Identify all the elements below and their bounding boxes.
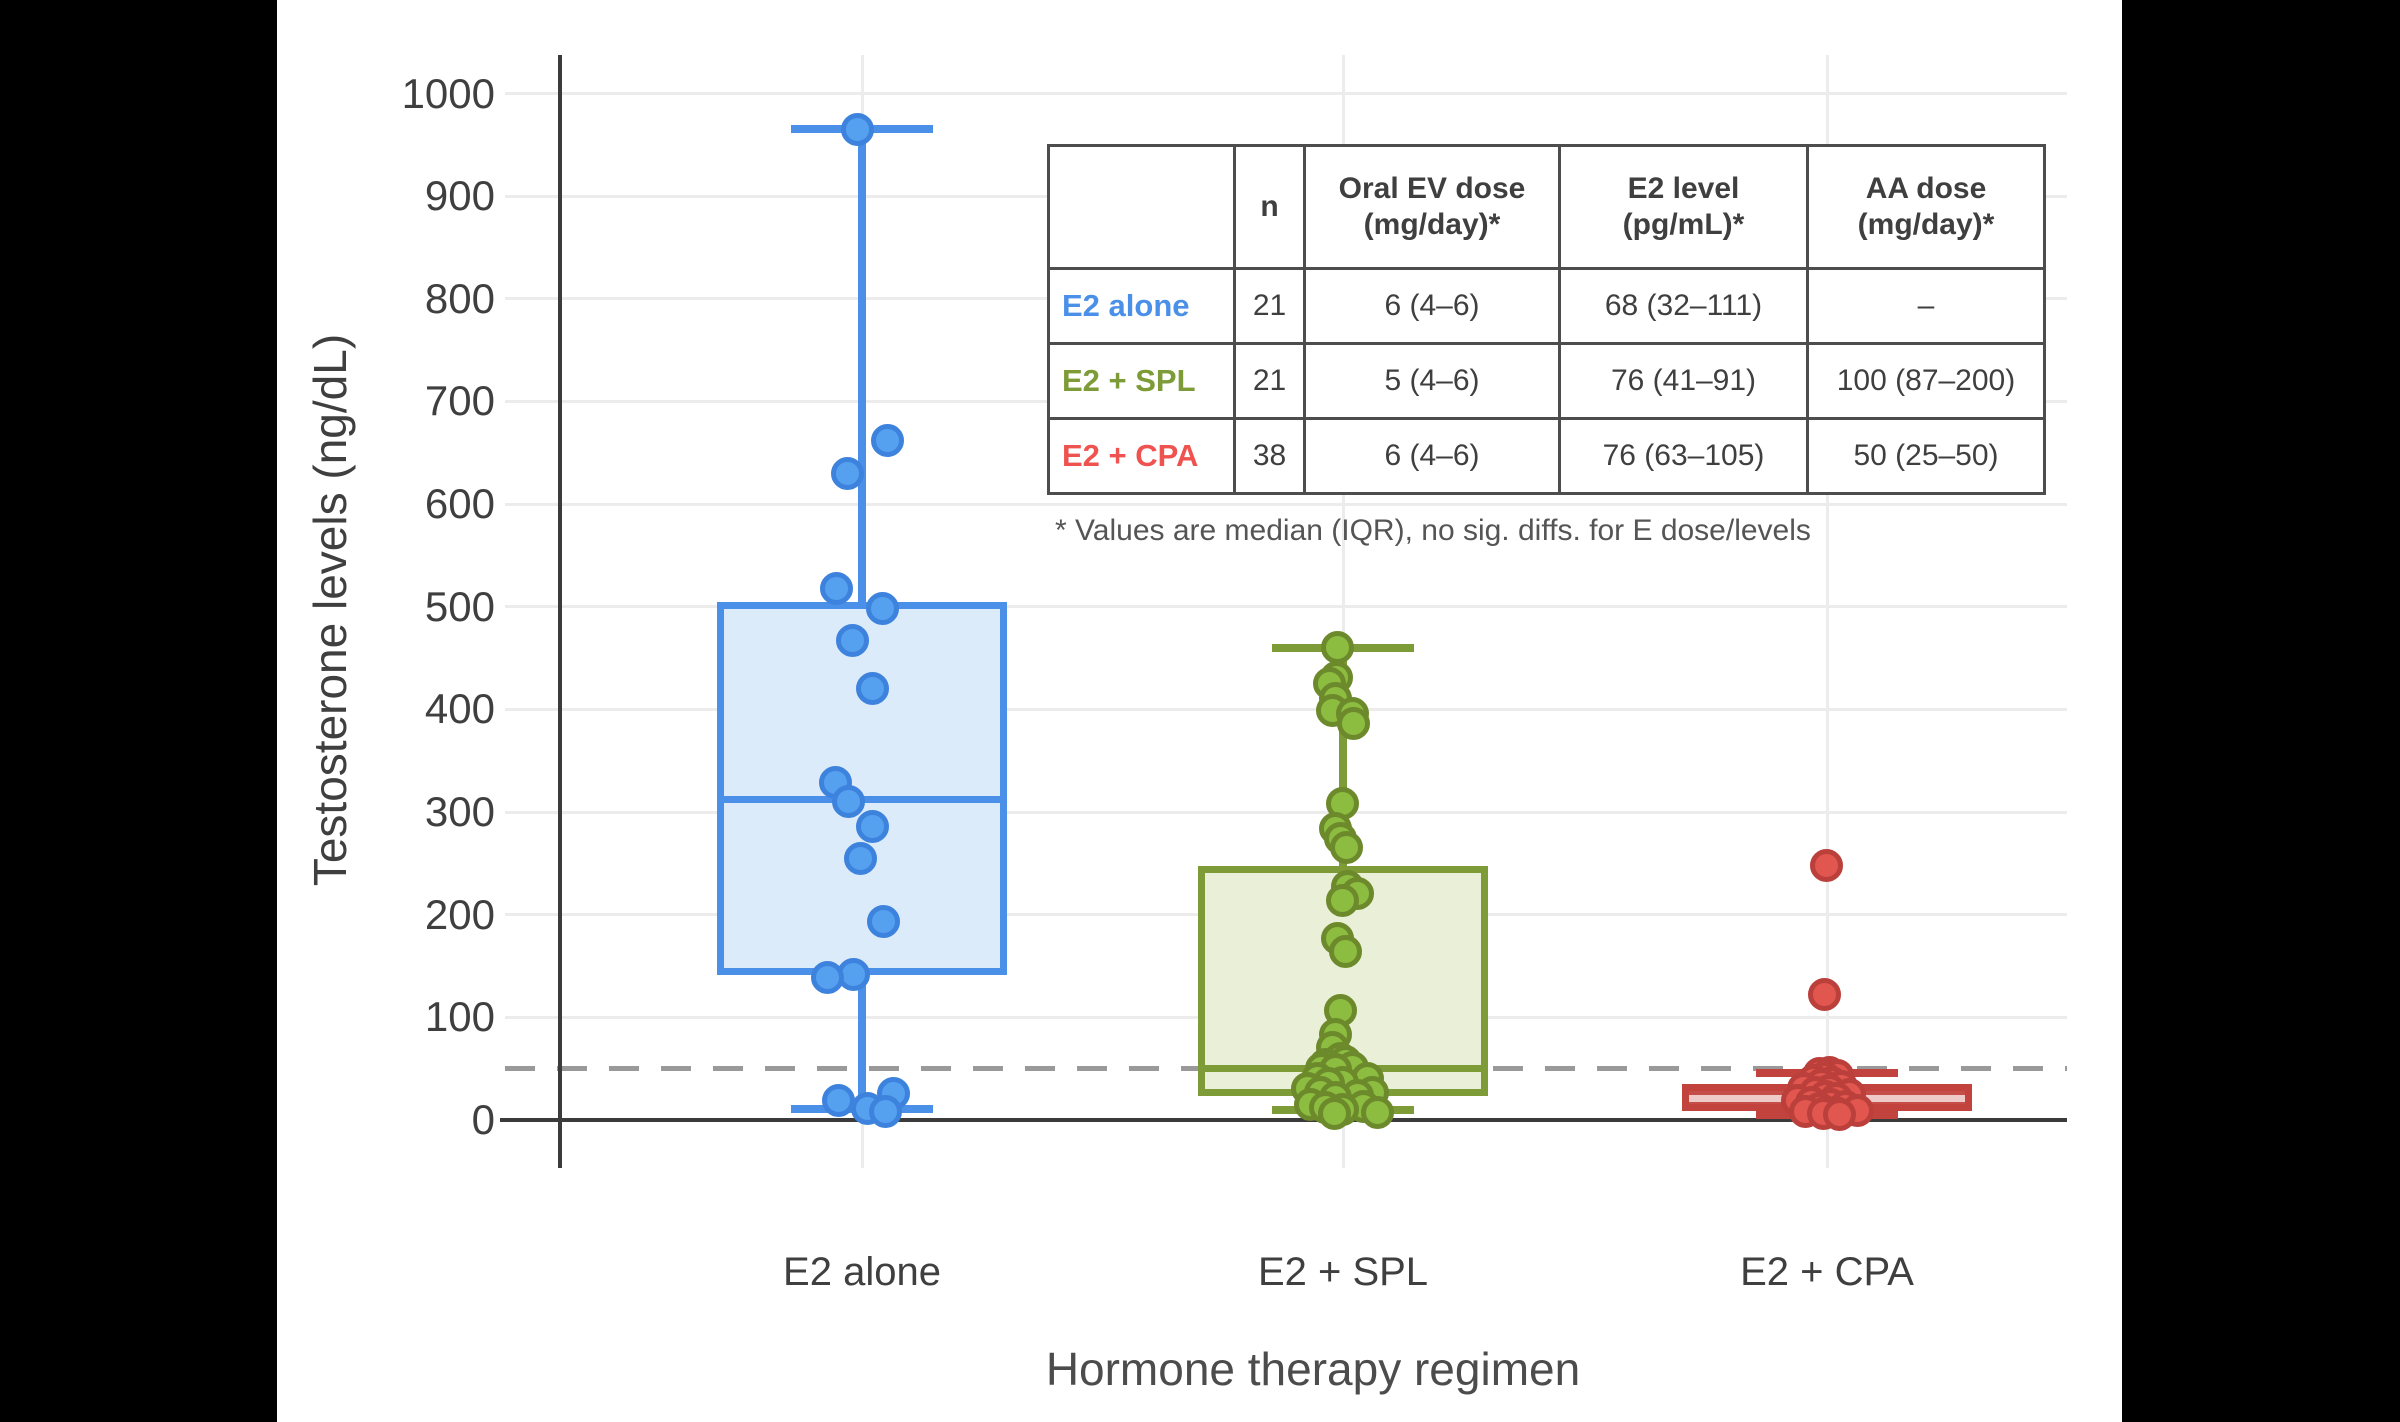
data-point-group-1 [830, 456, 864, 490]
x-axis-title: Hormone therapy regimen [1045, 1343, 1581, 1395]
y-tick-label-500: 500 [424, 582, 495, 630]
box-group-1 [717, 601, 1007, 976]
table-cell: 6 (4–6) [1303, 267, 1561, 345]
x-tick-label-3: E2 + CPA [1740, 1250, 1914, 1294]
data-point-group-3 [1822, 1098, 1856, 1132]
table-cell: 76 (63–105) [1558, 417, 1809, 495]
data-point-group-2 [1317, 1097, 1351, 1131]
table-row-label: E2 + CPA [1047, 417, 1236, 495]
gridline-y-1000 [505, 92, 2067, 95]
table-cell: 76 (41–91) [1558, 342, 1809, 420]
gridline-y-400 [505, 707, 2067, 711]
whisker-upper-group-2 [1339, 647, 1347, 867]
data-point-group-2 [1320, 631, 1354, 665]
table-row-label: E2 + SPL [1047, 342, 1236, 420]
table-cell: 50 (25–50) [1806, 417, 2046, 495]
data-point-group-1 [840, 112, 874, 146]
figure-area: 0 100 200 300 400 500 600 700 800 900 1000 E2 alone… [277, 0, 2122, 1422]
whisker-upper-group-1 [858, 129, 866, 602]
data-point-group-1 [870, 423, 904, 457]
stats-table: n Oral EV dose (mg/day)* E2 level (pg/mL)*… [1047, 144, 2046, 495]
gridline-y-600 [505, 502, 2067, 506]
data-point-group-1 [831, 785, 865, 819]
data-point-group-1 [810, 960, 844, 994]
y-tick-label-900: 900 [424, 172, 495, 220]
table-header: AA dose (mg/day)* [1806, 144, 2046, 270]
gridline-y-300 [505, 810, 2067, 814]
table-row-label: E2 alone [1047, 267, 1236, 345]
table-cell: 5 (4–6) [1303, 342, 1561, 420]
y-axis-title: Testosterone levels (ng/dL) [304, 333, 356, 887]
y-tick-label-700: 700 [424, 377, 495, 425]
boxplot-chart: 0 100 200 300 400 500 600 700 800 900 1000 E2 alone… [277, 0, 2122, 1422]
data-point-group-2 [1325, 883, 1359, 917]
data-point-group-1 [866, 905, 900, 939]
data-point-group-1 [855, 672, 889, 706]
table-header: E2 level (pg/mL)* [1558, 144, 1809, 270]
table-cell: 100 (87–200) [1806, 342, 2046, 420]
table-cell: 68 (32–111) [1558, 267, 1809, 345]
gridline-y-500 [505, 605, 2067, 609]
y-tick-label-100: 100 [424, 993, 495, 1041]
table-header: Oral EV dose (mg/day)* [1303, 144, 1561, 270]
x-tick-label-2: E2 + SPL [1257, 1250, 1429, 1294]
table-header: n [1233, 144, 1306, 270]
y-tick-label-0: 0 [471, 1096, 495, 1143]
table-cell: – [1806, 267, 2046, 345]
table-header-row: n Oral EV dose (mg/day)* E2 level (pg/mL)*… [1047, 144, 2046, 270]
x-tick-label-1: E2 alone [783, 1250, 941, 1294]
y-axis-line [558, 55, 562, 1168]
x-axis-line [500, 1118, 2067, 1122]
table-cell: 6 (4–6) [1303, 417, 1561, 495]
gridline-x-3 [1825, 55, 1829, 1168]
table-cell: 21 [1233, 267, 1306, 345]
data-point-group-1 [821, 1083, 855, 1117]
table-footnote: * Values are median (IQR), no sig. diffs… [1055, 514, 1811, 547]
table-header-blank [1047, 144, 1236, 270]
table-row: E2 alone 21 6 (4–6) 68 (32–111) – [1047, 267, 2046, 345]
data-point-group-2 [1328, 935, 1362, 969]
y-tick-label-400: 400 [424, 685, 495, 733]
table-cell: 21 [1233, 342, 1306, 420]
data-point-group-2 [1336, 707, 1370, 741]
data-point-group-1 [819, 571, 853, 605]
data-point-group-1 [865, 592, 899, 626]
y-tick-label-300: 300 [424, 788, 495, 836]
y-tick-label-600: 600 [424, 480, 495, 528]
data-point-group-3 [1807, 978, 1841, 1012]
whisker-lower-group-1 [858, 975, 866, 1109]
data-point-group-1 [843, 841, 877, 875]
data-point-group-1 [868, 1095, 902, 1129]
gridline-x-2 [1341, 55, 1345, 1168]
data-point-group-1 [835, 624, 869, 658]
table-row: E2 + SPL 21 5 (4–6) 76 (41–91) 100 (87–200) [1047, 342, 2046, 420]
y-tick-label-1000: 1000 [401, 69, 495, 117]
data-point-group-2 [1360, 1096, 1394, 1130]
data-point-group-1 [855, 809, 889, 843]
y-tick-label-200: 200 [424, 890, 495, 938]
table-cell: 38 [1233, 417, 1306, 495]
y-tick-label-800: 800 [424, 274, 495, 322]
data-point-group-3 [1809, 848, 1843, 882]
table-row: E2 + CPA 38 6 (4–6) 76 (63–105) 50 (25–50) [1047, 417, 2046, 495]
data-point-group-2 [1329, 831, 1363, 865]
